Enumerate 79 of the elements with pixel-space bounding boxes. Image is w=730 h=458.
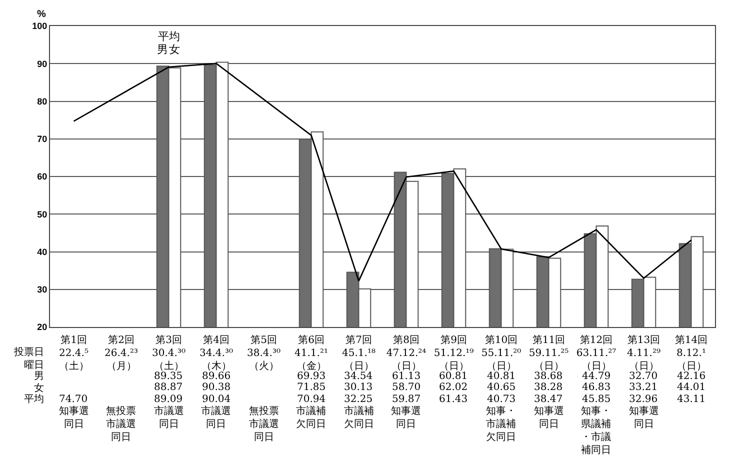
x-tick-label: 第2回 26.4.²³ （月） <box>104 334 138 372</box>
y-tick-label: 40 <box>37 246 48 257</box>
series-label: 女 <box>169 44 180 56</box>
data-label: 42.16 <box>677 371 706 382</box>
text: 平均 <box>24 394 44 405</box>
text: 知事・市議補欠同日 <box>486 405 516 443</box>
y-tick-label: 30 <box>37 284 48 295</box>
data-label: 43.11 <box>677 394 706 405</box>
x-tick-label: 第3回 30.4.³⁰ （土） <box>152 334 186 372</box>
data-label: 44.01 <box>677 382 706 393</box>
data-label: 74.70 <box>59 394 88 405</box>
text: 女 <box>34 383 44 394</box>
data-label: 90.04 <box>202 394 231 405</box>
data-label: 60.81 <box>439 371 468 382</box>
data-label: 70.94 <box>297 394 326 405</box>
y-tick-label: 20 <box>37 322 48 332</box>
text: 男 <box>34 371 44 382</box>
data-label: 30.13 <box>344 382 373 393</box>
data-label: 58.70 <box>392 382 421 393</box>
data-label: 71.85 <box>297 382 326 393</box>
y-axis-title: % <box>37 9 46 20</box>
text: 投票日 <box>13 346 44 358</box>
series-label: 男 <box>157 44 168 56</box>
data-label: 90.38 <box>202 382 231 393</box>
y-tick-label: 90 <box>37 58 48 69</box>
data-label: 34.54 <box>344 371 373 382</box>
text: 無投票市議選同日 <box>249 405 279 443</box>
data-label: 89.66 <box>202 371 231 382</box>
data-label: 40.73 <box>487 394 516 405</box>
y-tick-label: 80 <box>37 96 48 106</box>
y-tick-label: 100 <box>32 21 48 32</box>
text: 市議選同日 <box>201 405 231 430</box>
x-tick-label: 第5回 38.4.³⁰ （火） <box>247 334 280 372</box>
text: 市議補欠同日 <box>344 405 374 430</box>
data-label: 40.65 <box>487 382 516 393</box>
data-label: 89.09 <box>154 394 183 405</box>
data-label: 32.70 <box>629 371 658 382</box>
x-tick-label: 第12回 63.11.²⁷ （日） <box>576 334 616 372</box>
data-label: 45.85 <box>582 394 611 405</box>
data-label: 61.43 <box>439 394 468 405</box>
data-label: 61.13 <box>392 371 421 382</box>
data-label: 88.87 <box>154 382 183 393</box>
x-tick-label: 第1回 22.4.⁵ （土） <box>58 334 89 372</box>
text: 知事選同日 <box>391 405 421 430</box>
data-label: 59.87 <box>392 394 421 405</box>
text: 市議選同日 <box>154 405 184 430</box>
x-tick-label: 第11回 59.11.²⁵ （日） <box>528 334 569 372</box>
x-tick-label: 第10回 55.11.²⁰ （日） <box>481 334 522 372</box>
x-tick-label: 第13回 4.11.²⁹ （日） <box>627 334 660 372</box>
text: 平均 <box>158 31 180 43</box>
text: 知事選同日 <box>534 405 564 430</box>
x-tick-label: 第7回 45.1.¹⁸ （日） <box>342 334 376 372</box>
data-label: 32.96 <box>629 394 658 405</box>
x-tick-label: 第9回 51.12.¹⁹ （日） <box>434 334 474 372</box>
data-label: 44.79 <box>582 371 611 382</box>
text: 無投票市議選同日 <box>106 405 136 443</box>
data-label: 62.02 <box>439 382 468 393</box>
text: 知事・県議補・市議補同日 <box>581 405 611 456</box>
data-label: 40.81 <box>487 371 516 382</box>
y-tick-label: 50 <box>37 209 48 220</box>
data-label: 46.83 <box>582 382 611 393</box>
x-tick-label: 第6回 41.1.²¹ （金） <box>294 334 328 372</box>
x-tick-label: 第4回 34.4.³⁰ （木） <box>200 334 233 372</box>
text: 市議補欠同日 <box>296 405 326 430</box>
data-label: 69.93 <box>297 371 326 382</box>
text: 知事選同日 <box>59 405 89 430</box>
data-label: 89.35 <box>154 371 183 382</box>
x-tick-label: 第14回 8.12.¹ （日） <box>674 334 708 372</box>
data-label: 38.28 <box>534 382 563 393</box>
data-label: 33.21 <box>629 382 658 393</box>
x-tick-label: 第8回 47.12.²⁴ （日） <box>386 334 426 372</box>
text: 知事選同日 <box>629 405 659 430</box>
y-tick-label: 70 <box>37 134 48 144</box>
data-label: 38.68 <box>534 371 563 382</box>
data-label: 32.25 <box>344 394 373 405</box>
y-tick-label: 60 <box>37 172 48 182</box>
text: 曜日 <box>24 359 44 371</box>
data-label: 38.47 <box>534 394 563 405</box>
line-series <box>73 62 692 282</box>
